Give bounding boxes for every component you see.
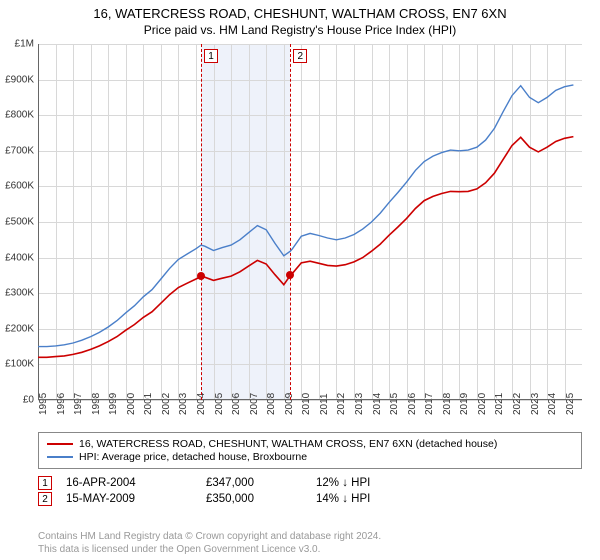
legend-item: HPI: Average price, detached house, Brox… xyxy=(47,451,573,463)
chart-area: £0£100K£200K£300K£400K£500K£600K£700K£80… xyxy=(38,44,582,400)
y-tick-label: £0 xyxy=(0,395,34,406)
y-tick-label: £500K xyxy=(0,217,34,228)
y-tick-label: £800K xyxy=(0,110,34,121)
series-property xyxy=(38,137,573,358)
sale-marker xyxy=(197,272,205,280)
sale-price: £347,000 xyxy=(206,477,316,489)
chart-lines xyxy=(38,44,582,400)
y-tick-label: £300K xyxy=(0,288,34,299)
y-tick-label: £600K xyxy=(0,181,34,192)
chart-title: 16, WATERCRESS ROAD, CHESHUNT, WALTHAM C… xyxy=(0,0,600,21)
sale-marker xyxy=(286,271,294,279)
sales-table: 1 16-APR-2004£347,00012% ↓ HPI 2 15-MAY-200… xyxy=(38,474,582,508)
y-tick-label: £100K xyxy=(0,359,34,370)
series-hpi xyxy=(38,85,573,347)
y-tick-label: £200K xyxy=(0,323,34,334)
y-tick-label: £700K xyxy=(0,145,34,156)
sale-price: £350,000 xyxy=(206,493,316,505)
sale-date: 15-MAY-2009 xyxy=(66,493,206,505)
legend-label: HPI: Average price, detached house, Brox… xyxy=(79,451,307,463)
legend-label: 16, WATERCRESS ROAD, CHESHUNT, WALTHAM C… xyxy=(79,438,497,450)
legend-item: 16, WATERCRESS ROAD, CHESHUNT, WALTHAM C… xyxy=(47,438,573,450)
sale-diff: 12% ↓ HPI xyxy=(316,477,426,489)
y-tick-label: £400K xyxy=(0,252,34,263)
legend-swatch xyxy=(47,456,73,458)
legend-swatch xyxy=(47,443,73,445)
sale-date: 16-APR-2004 xyxy=(66,477,206,489)
attribution: Contains HM Land Registry data © Crown c… xyxy=(38,531,381,556)
sale-diff: 14% ↓ HPI xyxy=(316,493,426,505)
y-tick-label: £900K xyxy=(0,74,34,85)
sale-index-box: 1 xyxy=(38,476,52,490)
sale-index-box: 2 xyxy=(38,492,52,506)
legend: 16, WATERCRESS ROAD, CHESHUNT, WALTHAM C… xyxy=(38,432,582,469)
sale-row: 1 16-APR-2004£347,00012% ↓ HPI xyxy=(38,476,582,490)
chart-subtitle: Price paid vs. HM Land Registry's House … xyxy=(0,21,600,37)
sale-row: 2 15-MAY-2009£350,00014% ↓ HPI xyxy=(38,492,582,506)
y-tick-label: £1M xyxy=(0,39,34,50)
